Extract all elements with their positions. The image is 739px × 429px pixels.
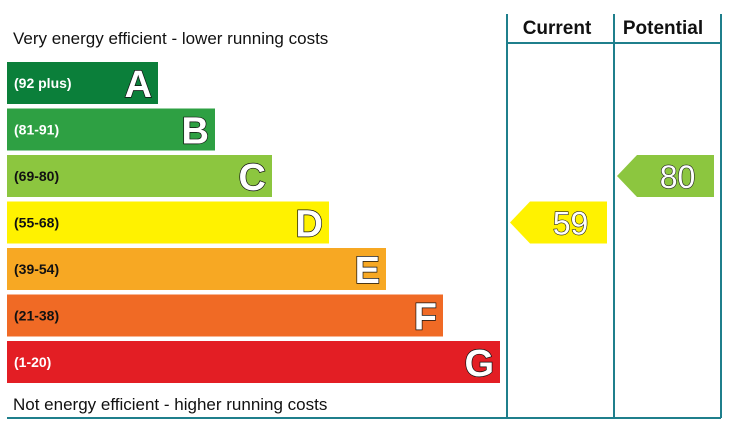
band-range-f: (21-38) (14, 308, 59, 324)
band-bar-g (7, 341, 500, 383)
potential-column-header: Potential (623, 18, 703, 39)
band-bar-e (7, 248, 386, 290)
band-bar-a (7, 62, 158, 104)
potential-rating-arrow (617, 155, 714, 197)
current-column-header: Current (523, 18, 592, 39)
rating-bands: (92 plus) A (81-91) B (69-80) C (55-68) D (39-54… (7, 62, 500, 386)
band-letter-a: A (125, 64, 152, 106)
band-letter-e: E (355, 250, 380, 292)
band-letter-f: F (414, 297, 437, 339)
rating-markers: 59 80 (510, 155, 714, 244)
top-caption: Very energy efficient - lower running co… (13, 29, 328, 48)
band-bar-f (7, 294, 443, 337)
band-letter-b: B (182, 111, 209, 153)
band-bar-d (7, 201, 329, 244)
potential-rating-value: 80 (660, 159, 696, 195)
band-range-a: (92 plus) (14, 75, 72, 91)
band-letter-c: C (239, 157, 266, 199)
bottom-caption: Not energy efficient - higher running co… (13, 395, 327, 414)
band-range-c: (69-80) (14, 168, 59, 184)
band-letter-g: G (464, 343, 494, 385)
band-range-d: (55-68) (14, 215, 59, 231)
band-bar-b (7, 108, 215, 151)
band-letter-d: D (296, 204, 323, 246)
rating-columns-frame (7, 14, 722, 419)
current-rating-arrow (510, 201, 607, 244)
band-range-g: (1-20) (14, 354, 51, 370)
band-range-e: (39-54) (14, 261, 59, 277)
current-rating-value: 59 (553, 206, 589, 242)
band-range-b: (81-91) (14, 122, 59, 138)
band-bar-c (7, 155, 272, 197)
